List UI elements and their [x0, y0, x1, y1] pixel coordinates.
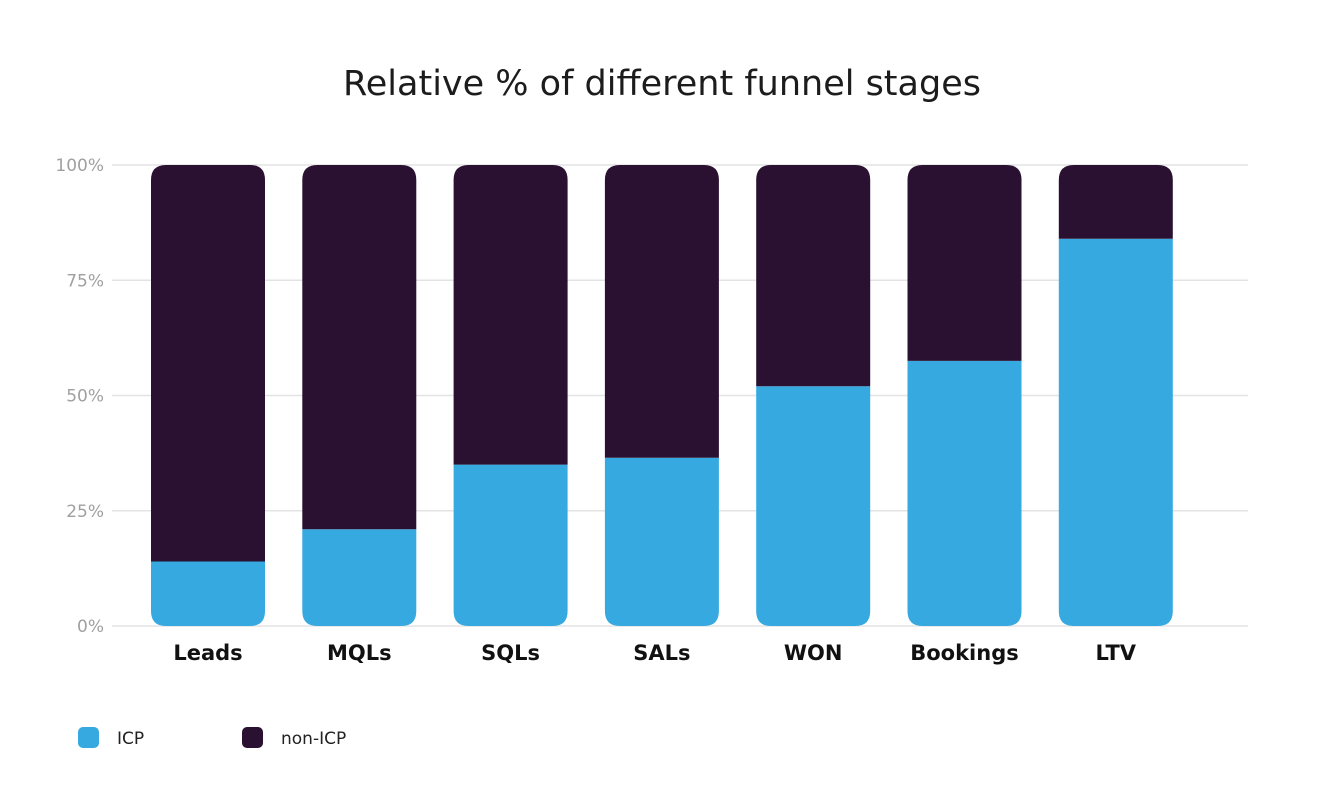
x-tick-label: WON: [784, 641, 843, 665]
bar-non-icp-mqls: [302, 165, 417, 530]
bar-icp-leads: [151, 561, 265, 626]
x-axis-labels: Leads MQLs SQLs SALs WON Bookings LTV: [173, 641, 1136, 665]
legend-swatch: [78, 727, 99, 748]
y-tick-label: 0%: [77, 617, 104, 637]
x-tick-label: Bookings: [910, 641, 1019, 665]
x-tick-label: SALs: [633, 641, 690, 665]
x-tick-label: Leads: [173, 641, 242, 665]
bar-non-icp-won: [756, 165, 871, 387]
bar-icp-mqls: [302, 529, 417, 626]
bar-icp-sqls: [453, 464, 568, 626]
bar-non-icp-sals: [604, 165, 719, 458]
chart-title: Relative % of different funnel stages: [343, 64, 981, 104]
x-tick-label: SQLs: [481, 641, 540, 665]
bar-non-icp-sqls: [453, 165, 568, 465]
bar-icp-won: [756, 386, 871, 626]
bar-non-icp-ltv: [1058, 165, 1173, 239]
bar-icp-ltv: [1058, 238, 1173, 626]
bar-icp-bookings: [907, 360, 1022, 626]
bars-layer: [151, 165, 1173, 626]
bar-non-icp-leads: [151, 165, 265, 562]
bar-icp-sals: [604, 457, 719, 626]
y-tick-label: 25%: [66, 502, 104, 522]
x-tick-label: LTV: [1096, 641, 1137, 665]
y-tick-label: 100%: [55, 156, 104, 176]
bar-non-icp-bookings: [907, 165, 1022, 361]
legend-label: non-ICP: [281, 729, 346, 749]
legend-label: ICP: [117, 729, 144, 749]
x-tick-label: MQLs: [327, 641, 392, 665]
y-tick-label: 50%: [66, 387, 104, 407]
y-tick-label: 75%: [66, 271, 104, 291]
legend: ICP non-ICP: [78, 727, 346, 749]
legend-swatch: [242, 727, 263, 748]
